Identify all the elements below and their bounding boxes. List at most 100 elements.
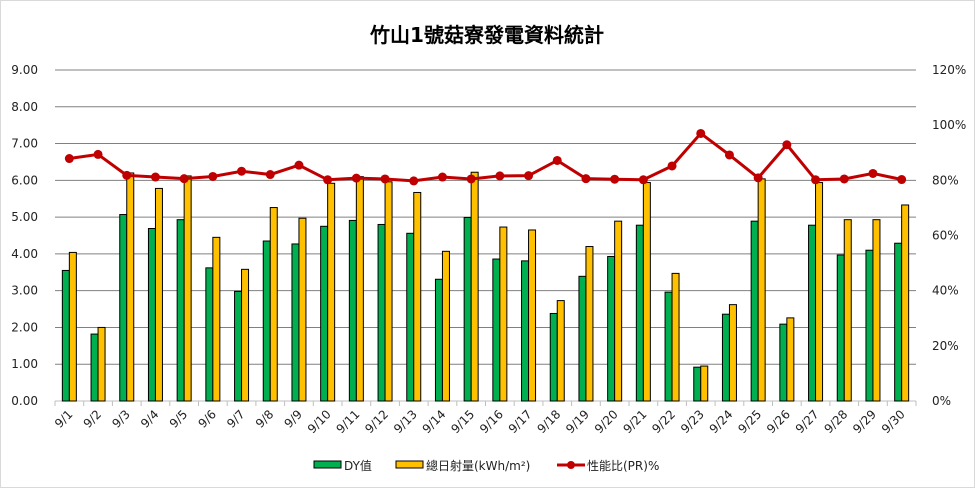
x-tick-label: 9/26 xyxy=(764,407,793,436)
y-tick-label: 0.00 xyxy=(11,394,38,408)
pr-point xyxy=(323,175,333,185)
pr-point xyxy=(724,150,734,160)
x-tick-label: 9/11 xyxy=(334,407,363,436)
irradiance-bar xyxy=(499,226,508,402)
legend-marker xyxy=(567,461,575,469)
legend-swatch xyxy=(395,460,424,469)
x-tick-label: 9/24 xyxy=(707,407,736,436)
y2-tick-label: 80% xyxy=(932,173,959,187)
x-tick-label: 9/14 xyxy=(420,407,449,436)
dy-bar xyxy=(291,243,300,402)
pr-line xyxy=(69,131,902,183)
dy-bar xyxy=(721,313,730,402)
dy-bar xyxy=(262,240,271,402)
x-tick-label: 9/16 xyxy=(477,407,506,436)
x-tick-label: 9/1 xyxy=(52,407,76,431)
irradiance-bar xyxy=(470,171,479,402)
dy-bar xyxy=(205,267,214,402)
dy-bar xyxy=(635,224,644,402)
irradiance-bar xyxy=(843,219,852,402)
dy-bar xyxy=(90,333,99,402)
x-tick-label: 9/29 xyxy=(850,407,879,436)
irradiance-bar xyxy=(671,272,680,402)
pr-point xyxy=(351,173,361,183)
x-tick-label: 9/27 xyxy=(793,407,822,436)
y-tick-label: 9.00 xyxy=(11,63,38,77)
x-tick-label: 9/13 xyxy=(391,407,420,436)
pr-point xyxy=(811,175,821,185)
pr-point xyxy=(552,155,562,165)
legend-label: 性能比(PR)% xyxy=(587,459,659,473)
dy-bar xyxy=(492,258,501,402)
irradiance-bar xyxy=(872,219,881,402)
dy-bar xyxy=(234,290,243,402)
irradiance-bar xyxy=(700,365,709,402)
irradiance-bar xyxy=(68,251,77,402)
irradiance-bar xyxy=(786,317,795,402)
x-tick-label: 9/19 xyxy=(563,407,592,436)
dy-bar xyxy=(894,242,903,402)
x-tick-label: 9/10 xyxy=(305,407,334,436)
irradiance-bar xyxy=(815,182,824,402)
x-tick-label: 9/21 xyxy=(621,407,650,436)
x-tick-label: 9/25 xyxy=(735,407,764,436)
pr-point xyxy=(122,170,132,180)
irradiance-bar xyxy=(183,175,192,402)
y-tick-label: 7.00 xyxy=(11,137,38,151)
dy-bar xyxy=(463,216,472,402)
irradiance-bar xyxy=(384,181,393,402)
pr-point xyxy=(524,171,534,181)
y-tick-label: 5.00 xyxy=(11,210,38,224)
y-tick-label: 8.00 xyxy=(11,100,38,114)
irradiance-bar xyxy=(757,178,766,402)
irradiance-bar xyxy=(241,268,250,402)
dy-bar xyxy=(119,214,128,402)
y2-tick-label: 120% xyxy=(932,63,966,77)
pr-point xyxy=(265,170,275,180)
x-tick-label: 9/18 xyxy=(534,407,563,436)
y-tick-label: 1.00 xyxy=(11,357,38,371)
dy-bar xyxy=(865,249,874,402)
dy-bar xyxy=(578,275,587,402)
x-tick-label: 9/3 xyxy=(109,407,133,431)
pr-point xyxy=(839,174,849,184)
pr-point xyxy=(150,172,160,182)
legend-label: 總日射量(kWh/m²) xyxy=(426,458,530,473)
pr-point xyxy=(64,154,74,164)
dy-bar xyxy=(176,219,185,402)
pr-point xyxy=(437,172,447,182)
x-tick-label: 9/23 xyxy=(678,407,707,436)
pr-point xyxy=(466,174,476,184)
pr-point xyxy=(93,149,103,159)
dy-bar xyxy=(607,255,616,402)
x-tick-label: 9/7 xyxy=(224,407,248,431)
irradiance-bar xyxy=(901,204,910,402)
pr-point xyxy=(495,171,505,181)
legend-label: DY值 xyxy=(344,458,372,473)
x-tick-label: 9/5 xyxy=(167,407,191,431)
y-tick-label: 3.00 xyxy=(11,284,38,298)
y-tick-label: 2.00 xyxy=(11,320,38,334)
x-tick-label: 9/17 xyxy=(506,407,535,436)
pr-point xyxy=(610,174,620,184)
dy-bar xyxy=(61,269,70,402)
irradiance-bar xyxy=(212,236,221,402)
x-tick-label: 9/2 xyxy=(81,407,105,431)
irradiance-bar xyxy=(556,300,565,402)
y2-tick-label: 20% xyxy=(932,339,959,353)
y-tick-label: 4.00 xyxy=(11,247,38,261)
y-tick-label: 6.00 xyxy=(11,173,38,187)
x-tick-label: 9/4 xyxy=(138,407,162,431)
x-tick-label: 9/8 xyxy=(253,407,277,431)
x-tick-label: 9/12 xyxy=(362,407,391,436)
pr-point xyxy=(208,171,218,181)
x-tick-label: 9/28 xyxy=(821,407,850,436)
dy-bar xyxy=(549,312,558,402)
dy-bar xyxy=(434,278,443,402)
irradiance-bar xyxy=(97,326,106,402)
x-tick-label: 9/15 xyxy=(448,407,477,436)
y2-tick-label: 0% xyxy=(932,394,951,408)
dy-bar xyxy=(147,228,156,402)
x-tick-label: 9/6 xyxy=(195,407,219,431)
